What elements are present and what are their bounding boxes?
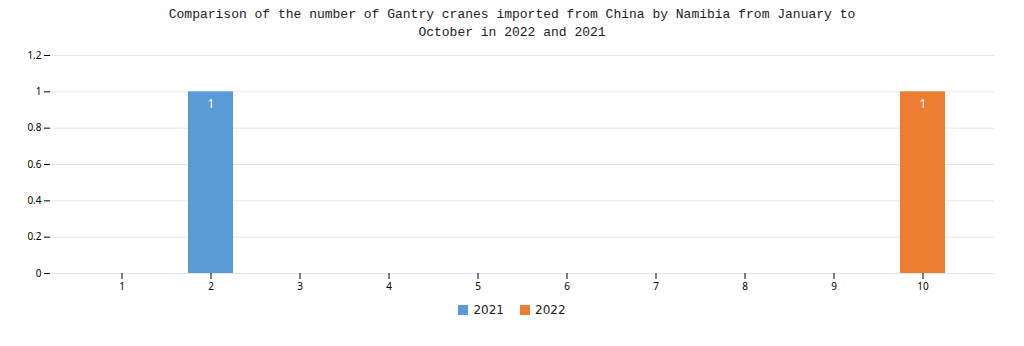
svg-text:1: 1 [119, 279, 125, 293]
html-text:2021: 2021 [473, 303, 504, 318]
svg-text:4: 4 [386, 279, 392, 293]
svg-text:5: 5 [475, 279, 481, 293]
svg-text:8: 8 [742, 279, 748, 293]
html-text:Comparison of the number of Ga: Comparison of the number of Gantry crane… [168, 7, 856, 40]
svg-text:3: 3 [297, 279, 303, 293]
svg-text:1.2: 1.2 [27, 48, 41, 62]
svg-text:1: 1 [208, 95, 215, 112]
html-text:2022: 2022 [535, 303, 566, 318]
svg-text:6: 6 [564, 279, 570, 293]
svg-text:0.6: 0.6 [27, 157, 41, 171]
svg-text:0.4: 0.4 [27, 193, 41, 207]
svg-text:0: 0 [36, 266, 42, 280]
svg-text:7: 7 [653, 279, 659, 293]
svg-text:2: 2 [208, 279, 214, 293]
svg-text:10: 10 [917, 279, 929, 293]
svg-text:1: 1 [920, 95, 927, 112]
svg-text:0.2: 0.2 [27, 229, 41, 243]
svg-text:9: 9 [831, 279, 837, 293]
svg-text:0.8: 0.8 [27, 120, 41, 134]
svg-text:1: 1 [36, 84, 42, 98]
